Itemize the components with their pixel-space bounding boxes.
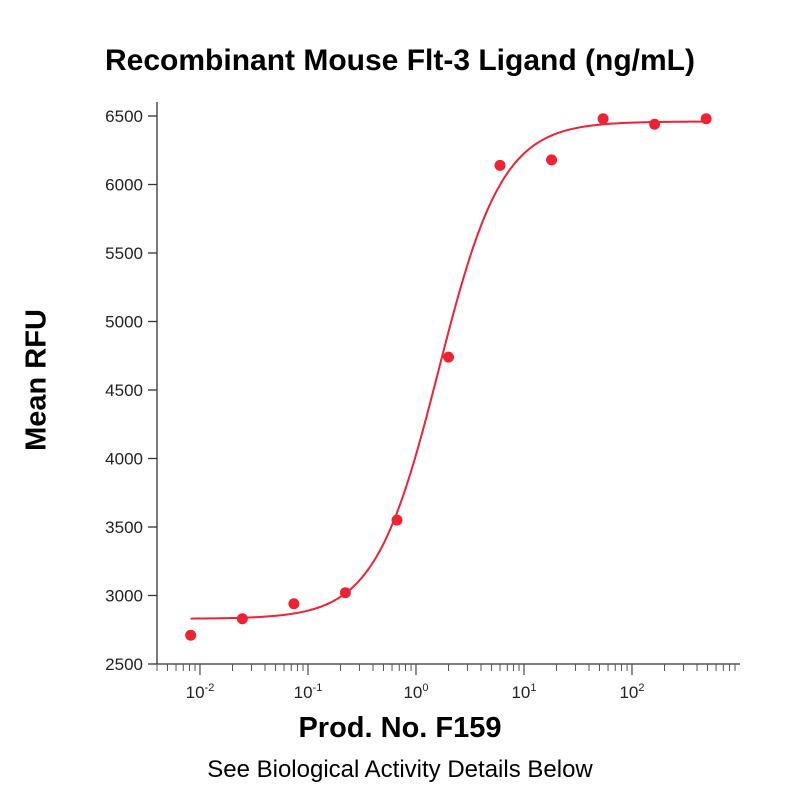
x-tick-label: 10-1 (294, 682, 323, 702)
fit-curve (190, 120, 707, 620)
x-tick-label: 100 (403, 682, 428, 702)
x-tick-label: 101 (511, 682, 536, 702)
data-point (546, 154, 558, 166)
y-tick-label: 4000 (105, 450, 143, 469)
data-point (339, 587, 351, 599)
data-point (494, 159, 506, 171)
y-tick-label: 2500 (105, 655, 143, 674)
y-tick-label: 3000 (105, 587, 143, 606)
y-tick-label: 5000 (105, 313, 143, 332)
footnote: See Biological Activity Details Below (207, 756, 593, 783)
data-point (597, 113, 609, 125)
y-tick-label: 5500 (105, 244, 143, 263)
fit-curve-group (190, 120, 707, 620)
data-point (288, 598, 300, 610)
data-point (700, 113, 712, 125)
data-point (236, 613, 248, 625)
x-axis-label: Prod. No. F159 (298, 712, 502, 744)
axes (156, 102, 740, 665)
data-point (391, 514, 403, 526)
data-points (185, 113, 712, 641)
data-point (443, 351, 454, 363)
data-point (649, 118, 661, 130)
y-tick-label: 3500 (105, 518, 143, 537)
chart-title: Recombinant Mouse Flt-3 Ligand (ng/mL) (105, 44, 695, 77)
axis-ticks: 2500 3000 3500 4000 4500 5000 5500 6000 6500 10-2… (105, 107, 736, 702)
y-tick-label: 6500 (105, 107, 143, 126)
y-tick-label: 6000 (105, 176, 143, 195)
y-tick-label: 4500 (105, 381, 143, 400)
x-tick-label: 10-2 (186, 682, 215, 702)
data-point (185, 629, 197, 641)
x-tick-label: 102 (619, 682, 644, 702)
